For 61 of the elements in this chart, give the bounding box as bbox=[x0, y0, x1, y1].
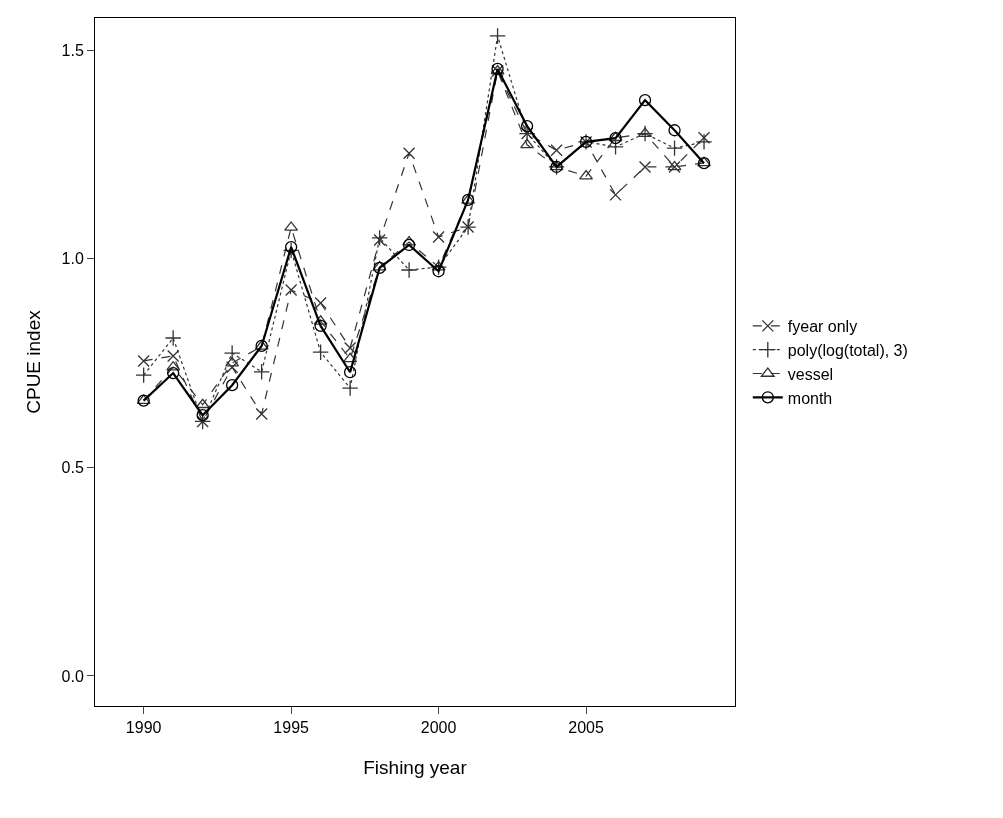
point bbox=[343, 366, 357, 379]
point bbox=[314, 296, 327, 310]
point bbox=[343, 341, 357, 355]
point bbox=[284, 283, 298, 297]
legend-label: fyear only bbox=[787, 318, 858, 336]
point bbox=[609, 188, 622, 202]
point bbox=[520, 138, 535, 149]
point bbox=[343, 352, 358, 363]
x-tick-label: 1990 bbox=[125, 719, 162, 737]
x-tick-label: 2005 bbox=[568, 719, 604, 737]
y-tick-label: 1.0 bbox=[61, 250, 84, 268]
point bbox=[284, 240, 298, 254]
point bbox=[400, 261, 418, 279]
point bbox=[196, 409, 209, 422]
point bbox=[432, 230, 445, 244]
point bbox=[137, 354, 150, 368]
point bbox=[489, 27, 506, 45]
point bbox=[432, 265, 445, 278]
y-tick-label: 0.0 bbox=[61, 667, 84, 685]
point bbox=[312, 343, 329, 361]
point bbox=[253, 363, 270, 381]
point bbox=[223, 344, 241, 362]
point bbox=[167, 366, 180, 380]
legend-label: poly(log(total), 3) bbox=[787, 341, 908, 359]
point bbox=[195, 398, 210, 409]
point bbox=[431, 260, 446, 271]
point bbox=[402, 238, 416, 252]
point bbox=[430, 258, 447, 276]
point bbox=[402, 235, 417, 246]
point bbox=[666, 139, 683, 157]
point bbox=[607, 138, 624, 156]
point bbox=[135, 366, 153, 384]
point bbox=[225, 356, 240, 367]
point bbox=[167, 349, 180, 363]
x-axis-title: Fishing year bbox=[363, 757, 468, 778]
point bbox=[638, 160, 652, 174]
point bbox=[579, 169, 594, 180]
point bbox=[373, 261, 386, 275]
point bbox=[255, 407, 268, 421]
y-axis-title: CPUE index bbox=[23, 309, 45, 414]
point bbox=[341, 379, 359, 397]
point bbox=[373, 233, 386, 247]
legend-label: vessel bbox=[787, 365, 834, 383]
point bbox=[402, 147, 416, 160]
point bbox=[550, 144, 563, 157]
y-tick-label: 1.5 bbox=[61, 41, 84, 59]
point bbox=[282, 242, 300, 259]
point bbox=[638, 94, 652, 107]
point bbox=[314, 319, 327, 333]
point bbox=[164, 329, 182, 347]
x-tick-label: 1995 bbox=[273, 719, 310, 737]
point bbox=[520, 119, 534, 133]
point bbox=[225, 361, 239, 374]
legend-label: month bbox=[787, 389, 833, 407]
point bbox=[668, 124, 681, 137]
point bbox=[695, 133, 713, 151]
point bbox=[371, 229, 388, 247]
point bbox=[372, 260, 387, 271]
y-tick-label: 0.5 bbox=[61, 458, 84, 476]
point bbox=[225, 379, 239, 392]
x-tick-label: 2000 bbox=[420, 719, 457, 737]
